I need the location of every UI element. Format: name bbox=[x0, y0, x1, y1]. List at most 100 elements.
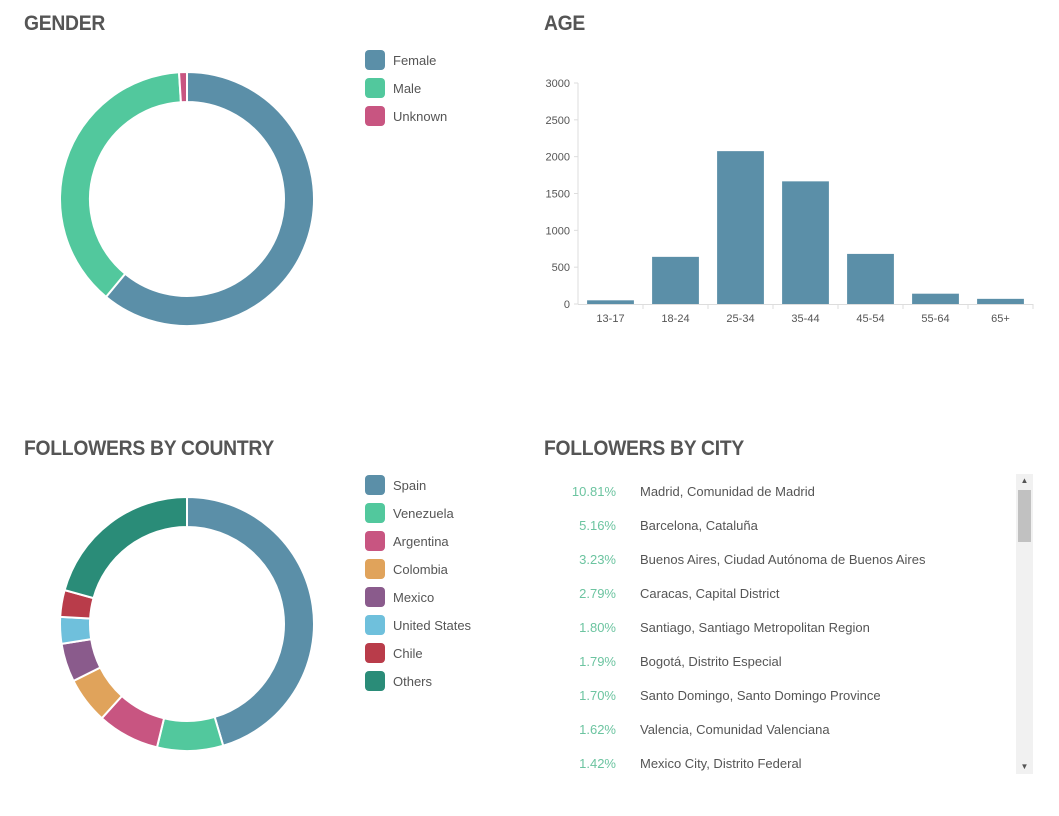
x-tick-label: 55-64 bbox=[921, 313, 949, 325]
legend-swatch bbox=[365, 615, 385, 635]
country-donut-chart bbox=[59, 495, 315, 752]
y-tick-label: 2000 bbox=[546, 152, 570, 164]
legend-item-venezuela[interactable]: Venezuela bbox=[365, 499, 471, 527]
city-row[interactable]: 1.79% Bogotá, Distrito Especial bbox=[544, 644, 1033, 678]
bar-65[interactable] bbox=[977, 298, 1024, 304]
legend-label: Male bbox=[393, 80, 422, 96]
legend-swatch bbox=[365, 475, 385, 495]
city-row[interactable]: 1.80% Santiago, Santiago Metropolitan Re… bbox=[544, 610, 1033, 644]
scrollbar-thumb[interactable] bbox=[1018, 490, 1031, 542]
x-tick-label: 65+ bbox=[991, 313, 1010, 325]
bar-35-44[interactable] bbox=[782, 181, 829, 304]
bar-25-34[interactable] bbox=[717, 151, 764, 304]
x-tick-label: 13-17 bbox=[596, 313, 624, 325]
gender-legend: Female Male Unknown bbox=[365, 46, 447, 130]
legend-swatch bbox=[365, 531, 385, 551]
legend-swatch bbox=[365, 671, 385, 691]
city-name: Valencia, Comunidad Valenciana bbox=[640, 721, 830, 737]
legend-swatch bbox=[365, 50, 385, 70]
donut-slice-spain[interactable] bbox=[186, 495, 315, 747]
legend-item-others[interactable]: Others bbox=[365, 667, 471, 695]
donut-slice-female[interactable] bbox=[104, 70, 315, 327]
y-tick-label: 500 bbox=[552, 262, 570, 274]
city-title: FOLLOWERS BY CITY bbox=[544, 437, 744, 460]
donut-slice-others[interactable] bbox=[63, 495, 188, 600]
age-title: AGE bbox=[544, 12, 586, 35]
city-percentage: 1.42% bbox=[579, 755, 616, 771]
city-name: Caracas, Capital District bbox=[640, 585, 780, 601]
city-percentage: 10.81% bbox=[571, 483, 616, 499]
x-tick-label: 18-24 bbox=[661, 313, 689, 325]
scroll-down-arrow-icon[interactable]: ▼ bbox=[1020, 762, 1029, 771]
legend-label: Colombia bbox=[393, 561, 448, 577]
city-name: Santiago, Santiago Metropolitan Region bbox=[640, 619, 870, 635]
legend-label: United States bbox=[393, 617, 472, 633]
city-row[interactable]: 1.70% Santo Domingo, Santo Domingo Provi… bbox=[544, 678, 1033, 712]
donut-slice-venezuela[interactable] bbox=[155, 715, 225, 752]
legend-label: Female bbox=[393, 52, 437, 68]
x-tick-label: 25-34 bbox=[726, 313, 754, 325]
legend-item-male[interactable]: Male bbox=[365, 74, 447, 102]
legend-swatch bbox=[365, 503, 385, 523]
legend-item-female[interactable]: Female bbox=[365, 46, 447, 74]
legend-item-spain[interactable]: Spain bbox=[365, 471, 471, 499]
legend-label: Chile bbox=[393, 645, 423, 661]
legend-label: Venezuela bbox=[393, 505, 454, 521]
legend-label: Others bbox=[393, 673, 433, 689]
city-percentage: 1.80% bbox=[579, 619, 616, 635]
x-tick-label: 35-44 bbox=[791, 313, 819, 325]
donut-slice-united-states[interactable] bbox=[59, 615, 93, 646]
age-bar-chart: 0 500 1000 1500 2000 2500 3000 13-17 18-24 25-34 3… bbox=[546, 78, 1034, 325]
city-name: Bogotá, Distrito Especial bbox=[640, 653, 782, 669]
city-name: Santo Domingo, Santo Domingo Province bbox=[640, 687, 881, 703]
city-name: Barcelona, Cataluña bbox=[640, 517, 758, 533]
country-title: FOLLOWERS BY COUNTRY bbox=[24, 437, 274, 460]
donut-slice-male[interactable] bbox=[59, 71, 182, 299]
legend-swatch bbox=[365, 559, 385, 579]
legend-label: Unknown bbox=[393, 108, 448, 124]
legend-item-unknown[interactable]: Unknown bbox=[365, 102, 447, 130]
legend-swatch bbox=[365, 106, 385, 126]
y-tick-label: 1000 bbox=[546, 225, 570, 237]
city-percentage: 2.79% bbox=[579, 585, 616, 601]
city-name: Madrid, Comunidad de Madrid bbox=[640, 483, 815, 499]
city-percentage: 5.16% bbox=[579, 517, 616, 533]
city-row[interactable]: 3.23% Buenos Aires, Ciudad Autónoma de B… bbox=[544, 542, 1033, 576]
city-list[interactable]: 10.81% Madrid, Comunidad de Madrid 5.16%… bbox=[544, 474, 1033, 774]
city-row[interactable]: 1.62% Valencia, Comunidad Valenciana bbox=[544, 712, 1033, 746]
city-row[interactable]: 10.81% Madrid, Comunidad de Madrid bbox=[544, 474, 1033, 508]
legend-label: Mexico bbox=[393, 589, 435, 605]
city-row[interactable]: 2.79% Caracas, Capital District bbox=[544, 576, 1033, 610]
y-tick-label: 0 bbox=[564, 299, 570, 311]
bar-45-54[interactable] bbox=[847, 253, 894, 304]
city-list-scrollbar[interactable]: ▲ ▼ bbox=[1016, 474, 1033, 774]
city-percentage: 1.62% bbox=[579, 721, 616, 737]
city-name: Mexico City, Distrito Federal bbox=[640, 755, 802, 771]
legend-item-argentina[interactable]: Argentina bbox=[365, 527, 471, 555]
city-percentage: 3.23% bbox=[579, 551, 616, 567]
donut-slice-unknown[interactable] bbox=[177, 70, 188, 104]
bar-13-17[interactable] bbox=[587, 300, 634, 304]
legend-item-mexico[interactable]: Mexico bbox=[365, 583, 471, 611]
country-legend: Spain Venezuela Argentina Colombia Mexic… bbox=[365, 471, 471, 695]
legend-item-united-states[interactable]: United States bbox=[365, 611, 471, 639]
y-tick-label: 3000 bbox=[546, 78, 570, 90]
legend-swatch bbox=[365, 78, 385, 98]
legend-swatch bbox=[365, 643, 385, 663]
scroll-up-arrow-icon[interactable]: ▲ bbox=[1020, 476, 1029, 485]
legend-label: Argentina bbox=[393, 533, 449, 549]
legend-item-chile[interactable]: Chile bbox=[365, 639, 471, 667]
x-tick-label: 45-54 bbox=[856, 313, 884, 325]
gender-donut-chart bbox=[59, 70, 315, 327]
legend-label: Spain bbox=[393, 477, 427, 493]
city-percentage: 1.70% bbox=[579, 687, 616, 703]
city-row[interactable]: 1.42% Mexico City, Distrito Federal bbox=[544, 746, 1033, 774]
bar-18-24[interactable] bbox=[652, 256, 699, 304]
city-percentage: 1.79% bbox=[579, 653, 616, 669]
bar-55-64[interactable] bbox=[912, 293, 959, 304]
gender-title: GENDER bbox=[24, 12, 106, 35]
city-name: Buenos Aires, Ciudad Autónoma de Buenos … bbox=[640, 551, 926, 567]
y-tick-label: 2500 bbox=[546, 115, 570, 127]
legend-item-colombia[interactable]: Colombia bbox=[365, 555, 471, 583]
city-row[interactable]: 5.16% Barcelona, Cataluña bbox=[544, 508, 1033, 542]
